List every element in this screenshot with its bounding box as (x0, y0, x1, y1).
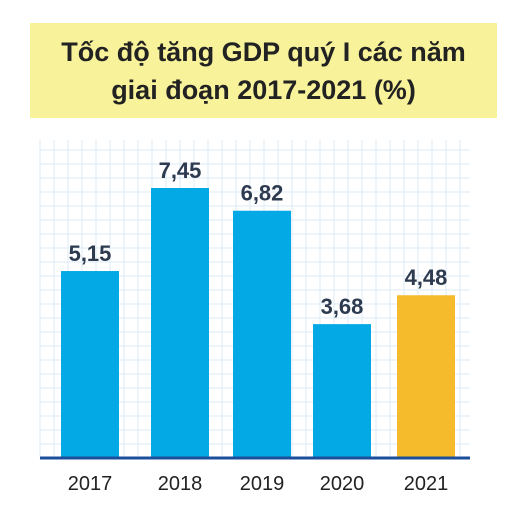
bar-2018 (151, 188, 209, 457)
bar-2019 (233, 210, 291, 457)
x-tick-2021: 2021 (404, 473, 449, 495)
x-tick-2020: 2020 (320, 473, 365, 495)
value-label-2020: 3,68 (321, 294, 364, 319)
value-labels: 5,15 7,45 6,82 3,68 4,48 (69, 158, 448, 319)
bar-2021 (397, 295, 455, 457)
x-tick-2017: 2017 (68, 473, 113, 495)
chart-title: Tốc độ tăng GDP quý I các năm giai đoạn … (61, 36, 466, 105)
x-tick-2018: 2018 (158, 473, 203, 495)
bar-2017 (61, 271, 119, 457)
bar-2020 (313, 324, 371, 457)
value-label-2018: 7,45 (159, 158, 202, 183)
x-tick-2019: 2019 (240, 473, 285, 495)
chart-bars (61, 188, 455, 457)
chart-title-box: Tốc độ tăng GDP quý I các năm giai đoạn … (30, 23, 497, 118)
x-tick-labels: 2017 2018 2019 2020 2021 (68, 473, 449, 495)
value-label-2017: 5,15 (69, 241, 112, 266)
value-label-2019: 6,82 (241, 181, 284, 206)
value-label-2021: 4,48 (405, 265, 448, 290)
